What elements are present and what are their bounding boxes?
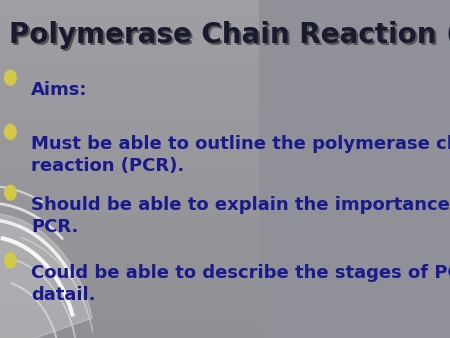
Bar bbox=[0, 23, 260, 28]
Bar bbox=[0, 28, 260, 34]
Bar bbox=[0, 254, 260, 259]
Bar bbox=[0, 310, 260, 315]
Bar bbox=[0, 175, 260, 180]
Bar bbox=[0, 163, 260, 169]
Bar bbox=[0, 186, 260, 192]
Bar bbox=[0, 141, 260, 146]
Bar bbox=[0, 298, 260, 304]
Bar bbox=[0, 231, 260, 237]
Bar bbox=[0, 293, 260, 298]
Circle shape bbox=[4, 185, 16, 200]
Bar bbox=[0, 152, 260, 158]
Bar bbox=[0, 282, 260, 287]
Bar bbox=[0, 51, 260, 56]
Bar bbox=[0, 276, 260, 282]
Bar bbox=[0, 158, 260, 163]
Bar bbox=[0, 40, 260, 45]
Bar bbox=[0, 45, 260, 51]
Bar bbox=[0, 6, 260, 11]
Bar bbox=[0, 124, 260, 129]
Bar bbox=[0, 315, 260, 321]
Bar bbox=[0, 56, 260, 62]
Bar bbox=[0, 237, 260, 242]
Bar bbox=[0, 242, 260, 248]
Bar bbox=[0, 321, 260, 327]
Bar bbox=[0, 265, 260, 270]
Bar bbox=[0, 79, 260, 84]
Bar bbox=[0, 34, 260, 40]
Bar bbox=[0, 84, 260, 90]
Bar bbox=[0, 203, 260, 209]
Bar bbox=[0, 113, 260, 118]
Bar bbox=[0, 180, 260, 186]
Bar bbox=[0, 96, 260, 101]
Bar bbox=[0, 192, 260, 197]
Bar bbox=[0, 220, 260, 225]
Circle shape bbox=[4, 70, 16, 85]
Text: Aims:: Aims: bbox=[31, 81, 88, 99]
Bar bbox=[0, 118, 260, 124]
Bar bbox=[0, 225, 260, 231]
Bar bbox=[0, 259, 260, 265]
Text: Should be able to explain the importance of
PCR.: Should be able to explain the importance… bbox=[31, 196, 450, 236]
Bar bbox=[0, 248, 260, 254]
Text: Could be able to describe the stages of PCR in
datail.: Could be able to describe the stages of … bbox=[31, 264, 450, 304]
Bar bbox=[0, 62, 260, 68]
Bar bbox=[0, 209, 260, 214]
Bar bbox=[0, 17, 260, 23]
Bar bbox=[0, 287, 260, 293]
Bar bbox=[0, 169, 260, 175]
Bar bbox=[0, 73, 260, 79]
Text: Must be able to outline the polymerase chain
reaction (PCR).: Must be able to outline the polymerase c… bbox=[31, 135, 450, 175]
Bar bbox=[0, 68, 260, 73]
Bar bbox=[0, 197, 260, 203]
Bar bbox=[0, 101, 260, 107]
Bar bbox=[0, 129, 260, 135]
Bar bbox=[0, 135, 260, 141]
Text: Polymerase Chain Reaction (PCR): Polymerase Chain Reaction (PCR) bbox=[9, 21, 450, 49]
Polygon shape bbox=[0, 214, 92, 338]
Text: Polymerase Chain Reaction (PCR): Polymerase Chain Reaction (PCR) bbox=[11, 23, 450, 51]
Bar bbox=[0, 146, 260, 152]
Circle shape bbox=[4, 253, 16, 268]
Circle shape bbox=[4, 124, 16, 139]
Bar bbox=[0, 11, 260, 17]
Bar bbox=[0, 0, 260, 6]
Bar bbox=[0, 90, 260, 96]
Bar bbox=[0, 107, 260, 113]
Bar bbox=[0, 327, 260, 332]
Bar bbox=[0, 332, 260, 338]
Bar bbox=[0, 214, 260, 220]
Bar bbox=[0, 270, 260, 276]
Bar bbox=[0, 304, 260, 310]
